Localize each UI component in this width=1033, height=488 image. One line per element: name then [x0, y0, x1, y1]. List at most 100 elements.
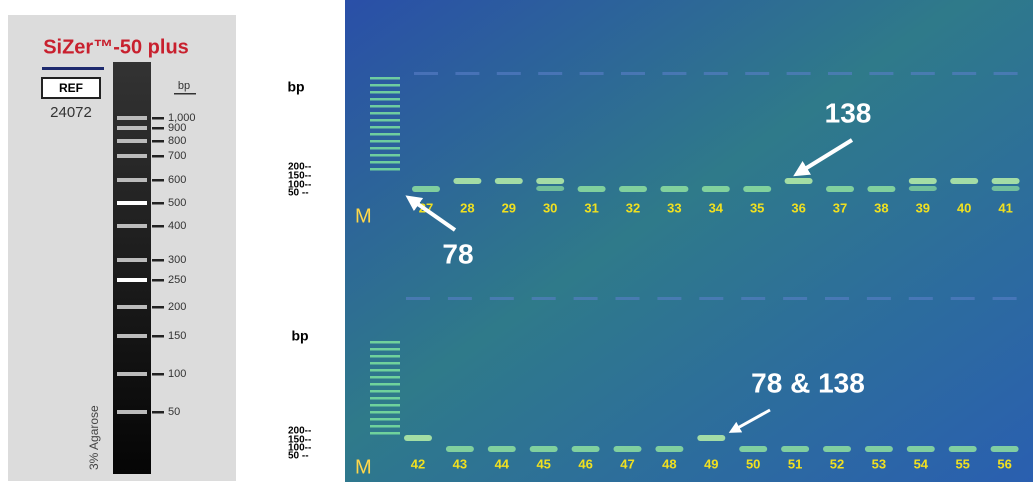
ladder-band — [117, 372, 147, 376]
lane-label: 41 — [998, 200, 1012, 215]
size-tick — [152, 411, 164, 414]
marker-band — [370, 140, 400, 143]
lane-label: 50 — [746, 456, 760, 471]
band — [909, 178, 937, 184]
well — [828, 72, 852, 75]
ladder-band — [117, 116, 147, 120]
well — [911, 72, 935, 75]
ladder-band — [117, 258, 147, 262]
ladder-band — [117, 224, 147, 228]
marker-band — [370, 105, 400, 108]
marker-band — [370, 126, 400, 129]
well — [657, 297, 681, 300]
lane-label: 35 — [750, 200, 764, 215]
lane-label: 32 — [626, 200, 640, 215]
band — [907, 446, 935, 452]
lane-label: 37 — [833, 200, 847, 215]
well — [414, 72, 438, 75]
ref-number: 24072 — [50, 104, 92, 121]
marker-band — [370, 348, 400, 351]
ladder-band — [117, 178, 147, 182]
marker-band — [370, 355, 400, 358]
marker-band — [370, 369, 400, 372]
band — [950, 178, 978, 184]
well — [490, 297, 514, 300]
well — [952, 72, 976, 75]
well — [616, 297, 640, 300]
ladder-band — [117, 139, 147, 143]
size-label: 300 — [168, 254, 186, 266]
well — [538, 72, 562, 75]
well — [825, 297, 849, 300]
lane-label: 36 — [791, 200, 805, 215]
ladder-band — [117, 410, 147, 414]
size-tick — [152, 259, 164, 262]
well — [787, 72, 811, 75]
lane-label: 53 — [872, 456, 886, 471]
band — [781, 446, 809, 452]
size-tick — [152, 279, 164, 282]
unit-label: bp — [287, 79, 304, 95]
marker-band — [370, 390, 400, 393]
size-label: 900 — [168, 122, 186, 134]
marker-band — [370, 376, 400, 379]
lane-label: 42 — [411, 456, 425, 471]
lane-label: 29 — [502, 200, 516, 215]
gel-note: 3% Agarose — [87, 405, 101, 470]
marker-band — [370, 147, 400, 150]
band — [909, 186, 937, 191]
size-tick — [152, 140, 164, 143]
band — [536, 178, 564, 184]
marker-band — [370, 77, 400, 80]
marker-band — [370, 91, 400, 94]
well — [783, 297, 807, 300]
unit-label: bp — [178, 80, 190, 92]
well — [532, 297, 556, 300]
band — [992, 178, 1020, 184]
ref-label: REF — [59, 81, 83, 95]
size-label: 700 — [168, 150, 186, 162]
marker-band — [370, 84, 400, 87]
lane-label: 40 — [957, 200, 971, 215]
band — [404, 435, 432, 441]
size-tick — [152, 202, 164, 205]
ladder-band — [117, 126, 147, 130]
size-tick — [152, 373, 164, 376]
size-tick — [152, 225, 164, 228]
size-label: 100 — [168, 368, 186, 380]
band — [992, 186, 1020, 191]
ladder-band — [117, 201, 147, 205]
marker-label: M — [355, 456, 372, 478]
band — [536, 186, 564, 191]
marker-band — [370, 154, 400, 157]
lane-label: 49 — [704, 456, 718, 471]
lane-label: 48 — [662, 456, 676, 471]
band — [823, 446, 851, 452]
band — [826, 186, 854, 192]
marker-band — [370, 418, 400, 421]
lane-label: 46 — [578, 456, 592, 471]
marker-band — [370, 425, 400, 428]
ladder-band — [117, 278, 147, 282]
band — [991, 446, 1019, 452]
well — [448, 297, 472, 300]
band — [619, 186, 647, 192]
ladder-band — [117, 154, 147, 158]
lane-label: 31 — [584, 200, 598, 215]
lane-label: 51 — [788, 456, 802, 471]
marker-band — [370, 362, 400, 365]
size-tick — [152, 155, 164, 158]
band — [530, 446, 558, 452]
well — [580, 72, 604, 75]
marker-band — [370, 411, 400, 414]
band — [739, 446, 767, 452]
well — [994, 72, 1018, 75]
size-label: 500 — [168, 197, 186, 209]
annotation: 78 — [442, 238, 473, 269]
well — [951, 297, 975, 300]
marker-band — [370, 383, 400, 386]
well — [699, 297, 723, 300]
lane-label: 47 — [620, 456, 634, 471]
size-label: 50 -- — [288, 451, 309, 462]
rule — [42, 67, 104, 70]
